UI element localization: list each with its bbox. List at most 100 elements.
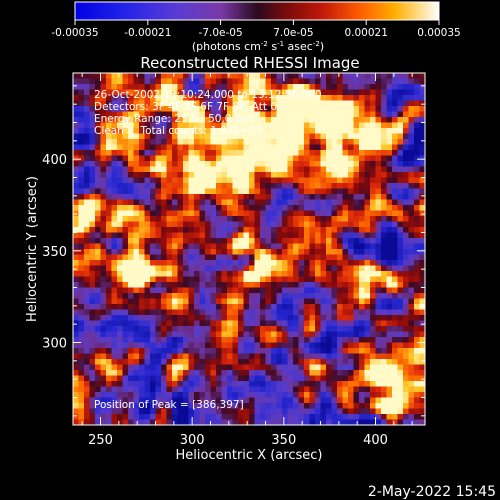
heatmap-cell <box>315 364 322 371</box>
heatmap-cell <box>254 199 261 206</box>
heatmap-cell <box>293 216 300 223</box>
heatmap-cell <box>117 194 124 201</box>
heatmap-cell <box>403 166 410 173</box>
heatmap-cell <box>172 414 179 421</box>
heatmap-cell <box>161 364 168 371</box>
heatmap-cell <box>155 100 162 107</box>
heatmap-cell <box>287 419 294 425</box>
heatmap-cell <box>348 309 355 316</box>
heatmap-cell <box>408 232 415 239</box>
heatmap-cell <box>78 271 85 278</box>
heatmap-cell <box>315 403 322 410</box>
heatmap-cell <box>309 227 316 234</box>
heatmap-cell <box>397 353 404 360</box>
heatmap-cell <box>326 221 333 228</box>
heatmap-cell <box>232 397 239 404</box>
heatmap-cell <box>337 419 344 425</box>
heatmap-cell <box>188 408 195 415</box>
heatmap-cell <box>210 326 217 333</box>
heatmap-cell <box>89 216 96 223</box>
heatmap-cell <box>414 419 421 425</box>
heatmap-cell <box>117 287 124 294</box>
heatmap-cell <box>111 139 118 146</box>
heatmap-cell <box>282 161 289 168</box>
heatmap-cell <box>89 359 96 366</box>
heatmap-cell <box>326 315 333 322</box>
heatmap-cell <box>359 386 366 393</box>
heatmap-cell <box>254 227 261 234</box>
heatmap-cell <box>414 403 421 410</box>
heatmap-cell <box>304 106 311 113</box>
heatmap-cell <box>161 337 168 344</box>
heatmap-cell <box>315 78 322 85</box>
heatmap-cell <box>331 216 338 223</box>
heatmap-cell <box>221 397 228 404</box>
heatmap-cell <box>331 117 338 124</box>
heatmap-cell <box>320 370 327 377</box>
heatmap-cell <box>194 315 201 322</box>
heatmap-cell <box>73 210 80 217</box>
heatmap-cell <box>188 359 195 366</box>
heatmap-cell <box>227 95 234 102</box>
heatmap-cell <box>199 392 206 399</box>
heatmap-cell <box>106 199 113 206</box>
heatmap-cell <box>78 172 85 179</box>
heatmap-cell <box>260 419 267 425</box>
heatmap-cell <box>381 414 388 421</box>
heatmap-cell <box>342 194 349 201</box>
heatmap-cell <box>221 95 228 102</box>
heatmap-cell <box>381 320 388 327</box>
heatmap-cell <box>414 331 421 338</box>
heatmap-cell <box>144 210 151 217</box>
heatmap-cell <box>408 227 415 234</box>
heatmap-cell <box>282 298 289 305</box>
heatmap-cell <box>392 89 399 96</box>
heatmap-cell <box>348 386 355 393</box>
heatmap-cell <box>331 293 338 300</box>
heatmap-cell <box>298 150 305 157</box>
heatmap-cell <box>309 293 316 300</box>
heatmap-cell <box>111 166 118 173</box>
heatmap-cell <box>298 254 305 261</box>
heatmap-cell <box>353 287 360 294</box>
heatmap-cell <box>128 320 135 327</box>
heatmap-cell <box>100 128 107 135</box>
heatmap-cell <box>133 216 140 223</box>
heatmap-cell <box>106 73 113 80</box>
heatmap-cell <box>331 265 338 272</box>
heatmap-cell <box>95 364 102 371</box>
heatmap-cell <box>122 403 129 410</box>
heatmap-cell <box>309 155 316 162</box>
heatmap-cell <box>78 243 85 250</box>
heatmap-cell <box>172 353 179 360</box>
heatmap-cell <box>342 397 349 404</box>
heatmap-cell <box>287 144 294 151</box>
heatmap-cell <box>403 309 410 316</box>
heatmap-cell <box>304 326 311 333</box>
heatmap-cell <box>260 100 267 107</box>
heatmap-cell <box>84 227 91 234</box>
heatmap-cell <box>414 342 421 349</box>
heatmap-cell <box>419 188 425 195</box>
heatmap-cell <box>78 397 85 404</box>
heatmap-cell <box>232 78 239 85</box>
heatmap-cell <box>342 221 349 228</box>
heatmap-cell <box>408 122 415 129</box>
heatmap-cell <box>106 331 113 338</box>
heatmap-cell <box>183 392 190 399</box>
heatmap-cell <box>375 419 382 425</box>
heatmap-cell <box>221 260 228 267</box>
heatmap-cell <box>210 287 217 294</box>
colorbar-ticks <box>74 20 440 25</box>
heatmap-cell <box>172 144 179 151</box>
heatmap-cell <box>188 216 195 223</box>
heatmap-cell <box>348 95 355 102</box>
heatmap-cell <box>309 315 316 322</box>
heatmap-cell <box>359 243 366 250</box>
heatmap-cell <box>172 78 179 85</box>
heatmap-cell <box>100 381 107 388</box>
heatmap-cell <box>276 359 283 366</box>
heatmap-cell <box>139 133 146 140</box>
heatmap-cell <box>359 260 366 267</box>
heatmap-cell <box>282 397 289 404</box>
